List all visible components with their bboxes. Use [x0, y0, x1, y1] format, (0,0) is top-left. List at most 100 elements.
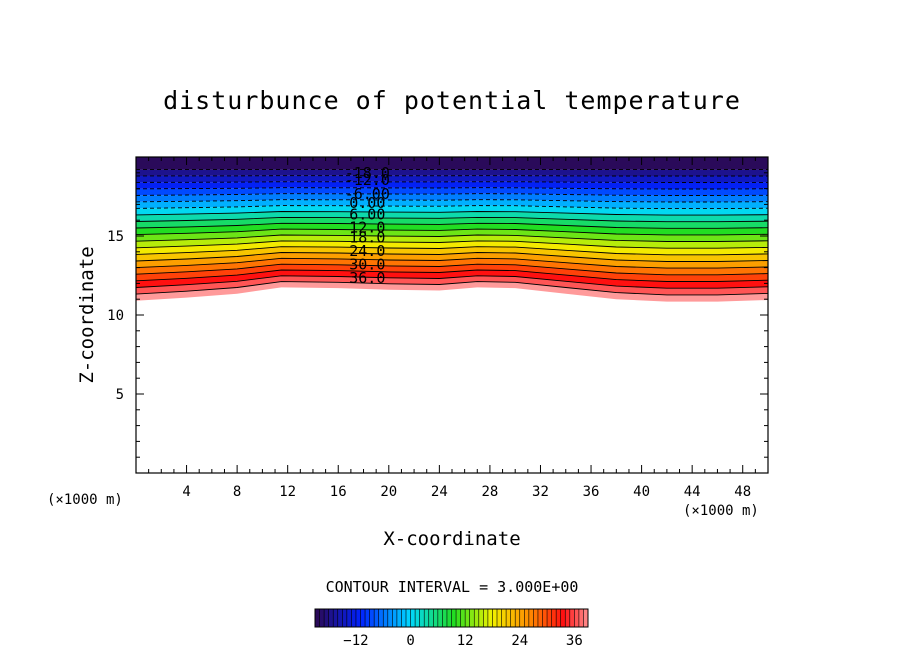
colorbar-cell: [392, 609, 398, 627]
contour-band: [136, 205, 768, 216]
colorbar-cell: [415, 609, 421, 627]
contour-line: [136, 257, 768, 269]
contour-line: [136, 275, 768, 289]
contour-line: [136, 211, 768, 216]
colorbar-cell: [333, 609, 339, 627]
colorbar-cell: [465, 609, 471, 627]
colorbar-cell: [569, 609, 575, 627]
x-unit-label-right: (×1000 m): [683, 503, 759, 519]
colorbar-cell: [324, 609, 330, 627]
colorbar-cell: [433, 609, 439, 627]
colorbar-cell: [355, 609, 361, 627]
contour-band: [136, 169, 768, 176]
x-tick-label: 8: [233, 484, 241, 500]
colorbar-cell: [328, 609, 334, 627]
colorbar-cell: [424, 609, 430, 627]
colorbar-cell: [406, 609, 412, 627]
colorbar-cell: [401, 609, 407, 627]
contour-band: [136, 157, 768, 170]
contour-label: -12.0: [345, 171, 390, 189]
contour-line: [136, 199, 768, 203]
x-tick-label: 12: [279, 484, 296, 500]
colorbar-cell: [510, 609, 516, 627]
contour-label: 0.00: [349, 194, 385, 212]
colorbar-cell: [346, 609, 352, 627]
colorbar-tick-label: 24: [511, 633, 528, 649]
x-tick-label: 44: [684, 484, 701, 500]
colorbar: −12 0 12 24 36: [314, 608, 589, 649]
contour-band: [136, 199, 768, 209]
contour-labels: -18.0-12.0-6.000.006.0012.018.024.030.03…: [345, 164, 390, 287]
colorbar-cell: [419, 609, 425, 627]
colorbar-cell: [519, 609, 525, 627]
x-tick-label: 28: [481, 484, 498, 500]
colorbar-cell: [533, 609, 539, 627]
colorbar-cell: [365, 609, 371, 627]
colorbar-cell: [560, 609, 566, 627]
contour-line: [136, 205, 768, 210]
contour-line: [136, 234, 768, 242]
colorbar-cell: [556, 609, 562, 627]
contour-band: [136, 223, 768, 235]
colorbar-cell: [574, 609, 580, 627]
colorbar-cell: [551, 609, 557, 627]
contour-band: [136, 258, 768, 275]
contour-label: 36.0: [349, 269, 385, 287]
colorbar-cell: [442, 609, 448, 627]
colorbar-cell: [428, 609, 434, 627]
contour-line: [136, 263, 768, 276]
x-tick-label: 40: [633, 484, 650, 500]
colorbar-cell: [410, 609, 416, 627]
colorbar-cell: [483, 609, 489, 627]
contour-band: [136, 217, 768, 229]
contour-band: [136, 181, 768, 189]
colorbar-tick-label: 12: [457, 633, 474, 649]
colorbar-cell: [487, 609, 493, 627]
y-tick-label: 5: [116, 387, 124, 403]
colorbar-cell: [351, 609, 357, 627]
chart-title: disturbunce of potential temperature: [163, 86, 741, 115]
colorbar-cell: [378, 609, 384, 627]
contour-interval-label: CONTOUR INTERVAL = 3.000E+00: [325, 578, 579, 596]
colorbar-cell: [506, 609, 512, 627]
colorbar-cell: [492, 609, 498, 627]
colorbar-tick-label: −12: [343, 633, 368, 649]
colorbar-cell: [342, 609, 348, 627]
contour-band: [136, 270, 768, 289]
contour-line: [136, 181, 768, 183]
x-tick-label: 36: [583, 484, 600, 500]
colorbar-cell: [528, 609, 534, 627]
colorbar-cell: [583, 609, 589, 627]
contour-label: -18.0: [345, 164, 390, 182]
contour-band: [136, 187, 768, 196]
x-tick-label: 32: [532, 484, 549, 500]
contour-band: [136, 252, 768, 269]
contour-label: 24.0: [349, 242, 385, 260]
colorbar-cell: [547, 609, 553, 627]
colorbar-cell: [383, 609, 389, 627]
colorbar-cell: [451, 609, 457, 627]
x-unit-label-left: (×1000 m): [47, 492, 123, 508]
colorbar-cell: [478, 609, 484, 627]
contour-line: [136, 187, 768, 190]
colorbar-cell: [315, 609, 321, 627]
colorbar-cell: [578, 609, 584, 627]
colorbar-cell: [319, 609, 325, 627]
contour-line: [136, 281, 768, 296]
contour-band: [136, 175, 768, 183]
contour-line: [136, 269, 768, 282]
colorbar-cell: [497, 609, 503, 627]
colorbar-cell: [537, 609, 543, 627]
x-tick-label: 20: [380, 484, 397, 500]
colorbar-cell: [474, 609, 480, 627]
contour-line: [136, 193, 768, 196]
contour-band: [136, 264, 768, 282]
colorbar-frame: [314, 608, 589, 628]
contour-band: [136, 193, 768, 202]
colorbar-cell: [456, 609, 462, 627]
contour-line: [136, 216, 768, 223]
contour-label: 6.00: [349, 206, 385, 224]
colorbar-cell: [446, 609, 452, 627]
colorbar-cell: [360, 609, 366, 627]
